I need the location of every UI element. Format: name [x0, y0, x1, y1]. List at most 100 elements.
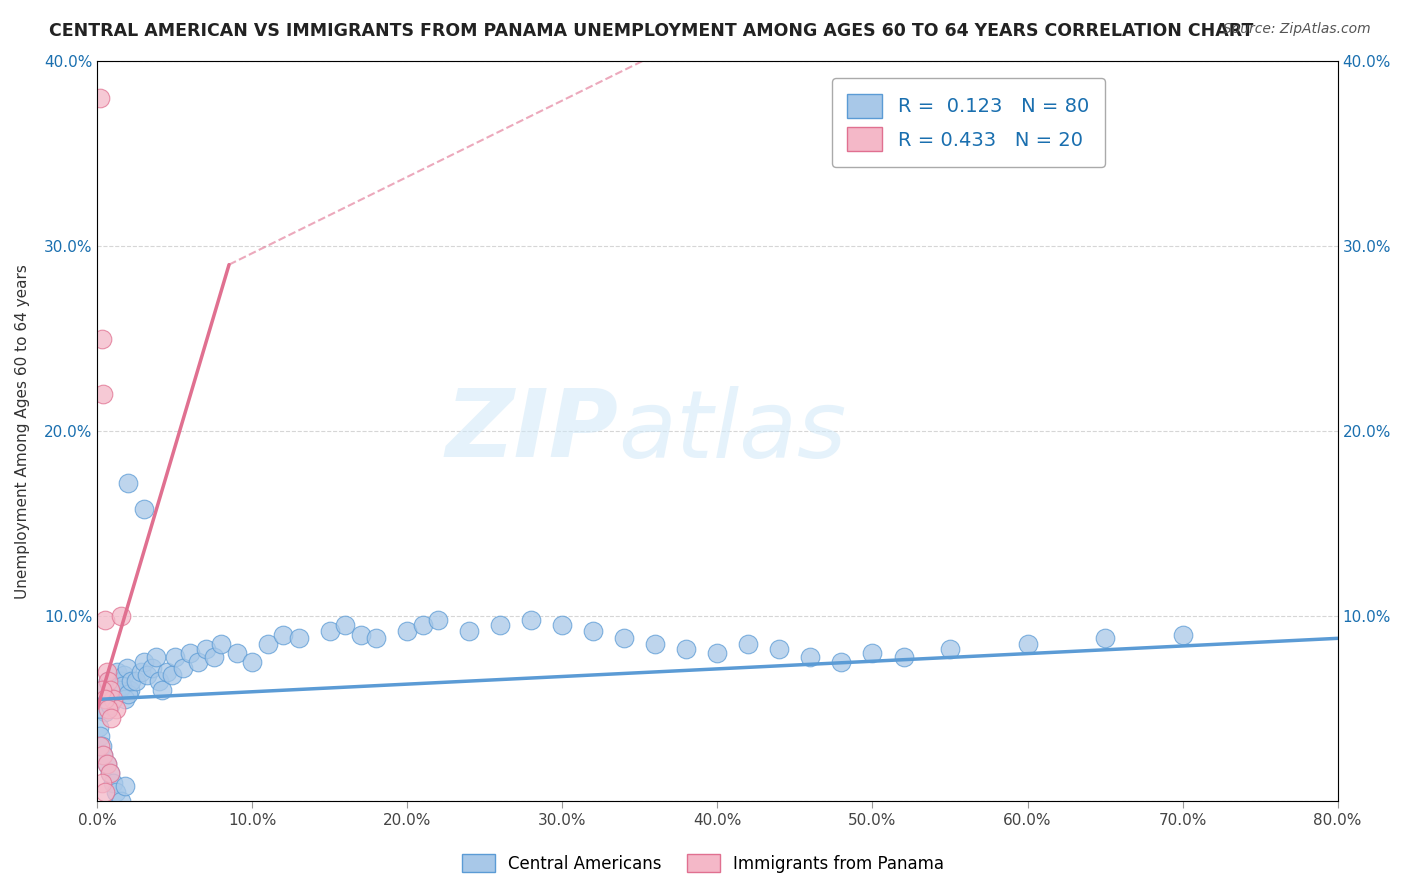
- Point: [94, 692, 117, 706]
- Point: [111, 680, 134, 694]
- Y-axis label: Unemployment Among Ages 60 to 64 years: Unemployment Among Ages 60 to 64 years: [15, 264, 30, 599]
- Point: [737, 637, 759, 651]
- Point: [396, 624, 419, 638]
- Legend: R =  0.123   N = 80, R = 0.433   N = 20: R = 0.123 N = 80, R = 0.433 N = 20: [832, 78, 1105, 167]
- Point: [96, 665, 118, 679]
- Point: [103, 680, 125, 694]
- Point: [114, 780, 136, 794]
- Point: [458, 624, 481, 638]
- Point: [551, 618, 574, 632]
- Point: [117, 475, 139, 490]
- Point: [240, 656, 263, 670]
- Point: [148, 673, 170, 688]
- Point: [202, 649, 225, 664]
- Point: [520, 613, 543, 627]
- Point: [675, 642, 697, 657]
- Point: [613, 632, 636, 646]
- Point: [115, 661, 138, 675]
- Point: [90, 701, 112, 715]
- Point: [125, 673, 148, 688]
- Point: [89, 730, 111, 744]
- Point: [94, 706, 117, 720]
- Point: [1017, 637, 1039, 651]
- Point: [96, 757, 118, 772]
- Point: [132, 501, 155, 516]
- Point: [98, 766, 121, 780]
- Point: [101, 775, 124, 789]
- Point: [110, 609, 132, 624]
- Point: [112, 668, 135, 682]
- Point: [160, 668, 183, 682]
- Point: [87, 720, 110, 734]
- Point: [335, 618, 357, 632]
- Point: [120, 673, 142, 688]
- Point: [94, 613, 117, 627]
- Point: [93, 387, 115, 401]
- Point: [141, 661, 163, 675]
- Point: [118, 683, 141, 698]
- Point: [90, 332, 112, 346]
- Point: [135, 668, 157, 682]
- Point: [101, 692, 124, 706]
- Point: [90, 683, 112, 698]
- Point: [163, 649, 186, 664]
- Point: [209, 637, 232, 651]
- Text: atlas: atlas: [619, 385, 846, 476]
- Point: [90, 775, 112, 789]
- Point: [150, 683, 173, 698]
- Point: [319, 624, 342, 638]
- Point: [107, 665, 129, 679]
- Point: [145, 649, 167, 664]
- Legend: Central Americans, Immigrants from Panama: Central Americans, Immigrants from Panam…: [456, 847, 950, 880]
- Point: [114, 692, 136, 706]
- Point: [172, 661, 194, 675]
- Point: [412, 618, 434, 632]
- Point: [97, 673, 120, 688]
- Point: [97, 673, 120, 688]
- Point: [768, 642, 790, 657]
- Point: [706, 646, 728, 660]
- Point: [117, 687, 139, 701]
- Point: [893, 649, 915, 664]
- Point: [132, 656, 155, 670]
- Point: [98, 683, 121, 698]
- Point: [1171, 627, 1194, 641]
- Point: [156, 665, 179, 679]
- Point: [101, 692, 124, 706]
- Point: [939, 642, 962, 657]
- Point: [94, 785, 117, 799]
- Point: [93, 747, 115, 762]
- Text: Source: ZipAtlas.com: Source: ZipAtlas.com: [1223, 22, 1371, 37]
- Point: [489, 618, 512, 632]
- Point: [256, 637, 278, 651]
- Point: [100, 687, 122, 701]
- Point: [366, 632, 388, 646]
- Point: [100, 711, 122, 725]
- Point: [830, 656, 852, 670]
- Point: [288, 632, 311, 646]
- Point: [862, 646, 884, 660]
- Point: [90, 683, 112, 698]
- Point: [108, 683, 131, 698]
- Point: [271, 627, 294, 641]
- Point: [1094, 632, 1116, 646]
- Point: [110, 673, 132, 688]
- Point: [225, 646, 247, 660]
- Point: [96, 757, 118, 772]
- Point: [644, 637, 666, 651]
- Point: [89, 91, 111, 105]
- Point: [799, 649, 821, 664]
- Point: [129, 665, 152, 679]
- Point: [97, 701, 120, 715]
- Point: [93, 747, 115, 762]
- Point: [98, 698, 121, 712]
- Point: [104, 701, 127, 715]
- Point: [110, 794, 132, 808]
- Point: [98, 766, 121, 780]
- Point: [427, 613, 450, 627]
- Point: [90, 739, 112, 753]
- Point: [104, 785, 127, 799]
- Point: [104, 687, 127, 701]
- Point: [89, 739, 111, 753]
- Text: CENTRAL AMERICAN VS IMMIGRANTS FROM PANAMA UNEMPLOYMENT AMONG AGES 60 TO 64 YEAR: CENTRAL AMERICAN VS IMMIGRANTS FROM PANA…: [49, 22, 1254, 40]
